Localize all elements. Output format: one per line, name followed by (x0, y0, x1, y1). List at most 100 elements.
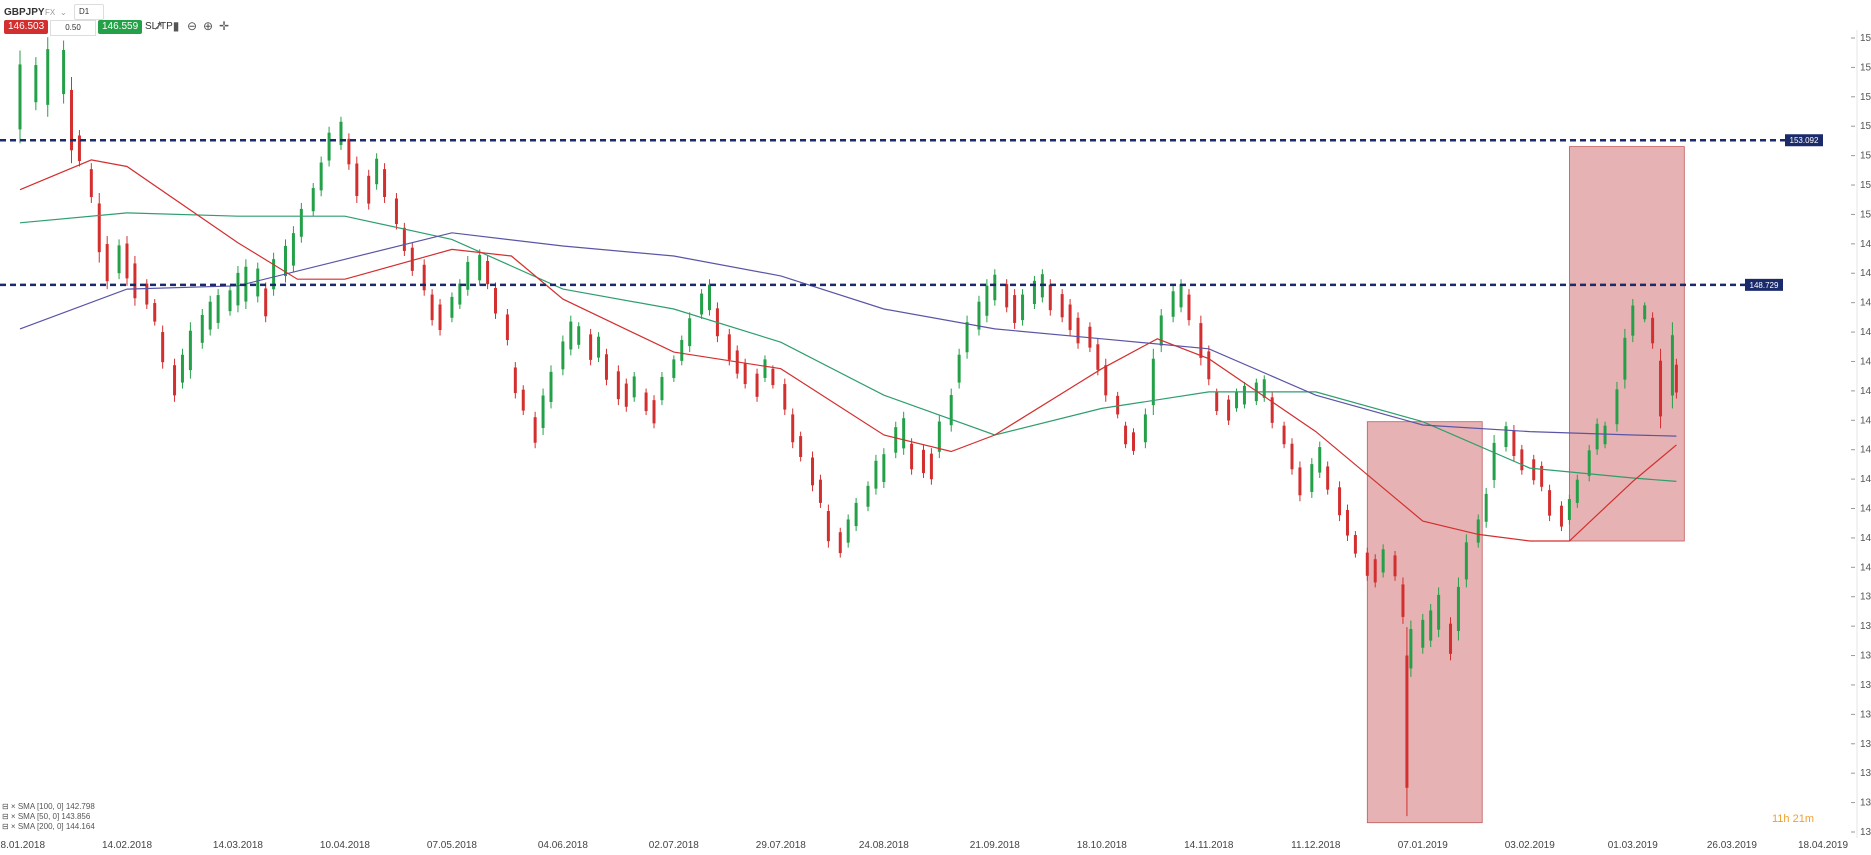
timeframe-select[interactable]: D1 (74, 4, 104, 20)
legend-item[interactable]: ⊟ × SMA [200, 0] 144.164 (2, 822, 95, 831)
x-tick-label: 18.04.2019 (1798, 840, 1848, 851)
candle-body (228, 290, 232, 312)
candle-body (77, 135, 81, 162)
y-tick-label: 148.192 (1860, 298, 1871, 309)
candle-body (1005, 284, 1009, 308)
y-tick-label: 132.220 (1860, 827, 1871, 838)
candle-body (1587, 450, 1591, 476)
x-tick-label: 10.04.2018 (320, 840, 370, 851)
y-tick-label: 140.206 (1860, 562, 1871, 573)
candle-body (62, 49, 66, 95)
candle-body (1421, 619, 1425, 648)
candle-body (188, 330, 192, 371)
y-tick-label: 154.403 (1860, 92, 1871, 103)
candle-body (367, 175, 371, 204)
y-tick-label: 155.290 (1860, 62, 1871, 73)
candle-body (533, 417, 537, 443)
candle-body (632, 376, 636, 398)
sltp-button[interactable]: SL/TP (145, 21, 173, 32)
candle-body (1262, 379, 1266, 398)
indicator-legend: ⊟ × SMA [100, 0] 142.798 ⊟ × SMA [50, 0]… (2, 802, 95, 832)
candle-body (458, 283, 462, 305)
y-tick-label: 136.657 (1860, 680, 1871, 691)
time-axis: 18.01.2018 14.02.2018 14.03.2018 10.04.2018… (0, 840, 1848, 851)
candle-type-icon[interactable]: ▮ (172, 19, 180, 33)
candle-body (410, 247, 414, 271)
candle-body (1401, 584, 1405, 617)
candle-body (1171, 291, 1175, 317)
level-label: 148.729 (1750, 281, 1779, 290)
candle-body (1076, 317, 1080, 344)
candle-body (771, 368, 775, 386)
y-tick-label: 143.755 (1860, 445, 1871, 456)
candle-body (1096, 344, 1100, 370)
candle-body (1068, 304, 1072, 331)
candle-body (1199, 323, 1203, 358)
sell-price-button[interactable]: 146.503 (4, 20, 49, 34)
y-tick-label: 150.854 (1860, 209, 1871, 220)
candle-body (727, 334, 731, 360)
candle-body (1151, 358, 1155, 406)
candle-body (743, 363, 747, 385)
candle-body (1532, 459, 1536, 481)
candle-body (216, 295, 220, 323)
candle-body (173, 365, 177, 396)
candle-body (818, 479, 822, 503)
candle-body (783, 384, 787, 410)
candle-body (1143, 414, 1147, 443)
x-tick-label: 14.03.2018 (213, 840, 263, 851)
candle-body (1345, 510, 1349, 536)
candle-body (264, 288, 268, 317)
candle-body (1567, 499, 1571, 520)
sma-line (19, 212, 1677, 482)
candle-body (521, 389, 525, 411)
x-tick-label: 21.09.2018 (970, 840, 1020, 851)
candle-body (311, 188, 315, 212)
volume-input[interactable]: 0.50 (50, 20, 96, 36)
crosshair-icon[interactable]: ✛ (218, 19, 230, 33)
candle-body (1326, 466, 1330, 490)
candle-body (1674, 364, 1678, 393)
candle-body (180, 354, 184, 383)
candle-body (450, 296, 454, 318)
candle-body (283, 245, 287, 277)
candle-body (1235, 392, 1239, 409)
candle-body (256, 268, 260, 297)
candle-body (1643, 305, 1647, 320)
x-tick-label: 07.01.2019 (1398, 840, 1448, 851)
candle-body (616, 371, 620, 400)
candle-body (561, 341, 565, 370)
buy-price-button[interactable]: 146.559 (98, 20, 143, 34)
horizontal-levels[interactable]: 153.092 148.729 (0, 134, 1823, 291)
candle-body (652, 400, 656, 424)
candle-body (549, 371, 553, 402)
candle-body (1187, 294, 1191, 321)
candle-body (70, 89, 74, 151)
zoom-out-icon[interactable]: ⊖ (186, 19, 198, 33)
x-tick-label: 24.08.2018 (859, 840, 909, 851)
sma-lines (19, 159, 1677, 542)
candle-body (438, 304, 442, 331)
candle-body (1032, 280, 1036, 305)
x-tick-label: 07.05.2018 (427, 840, 477, 851)
candle-body (1104, 365, 1108, 396)
candle-body (624, 383, 628, 407)
legend-item[interactable]: ⊟ × SMA [100, 0] 142.798 (2, 802, 95, 811)
candle-body (466, 261, 470, 290)
candle-body (1456, 586, 1460, 631)
line-chart-icon[interactable]: ↗ (152, 19, 164, 33)
candle-body (117, 245, 121, 274)
candle-body (1215, 392, 1219, 412)
candle-body (1405, 655, 1409, 788)
candle-body (929, 453, 933, 480)
candle-body (291, 233, 295, 266)
candle-body (161, 332, 165, 363)
zoom-in-icon[interactable]: ⊕ (202, 19, 214, 33)
symbol-dropdown-icon[interactable]: ⌄ (60, 8, 67, 17)
legend-item[interactable]: ⊟ × SMA [50, 0] 143.856 (2, 812, 91, 821)
symbol-label[interactable]: GBPJPY (4, 7, 45, 18)
candle-body (1631, 305, 1635, 336)
candle-body (327, 132, 331, 161)
candle-body (791, 414, 795, 443)
